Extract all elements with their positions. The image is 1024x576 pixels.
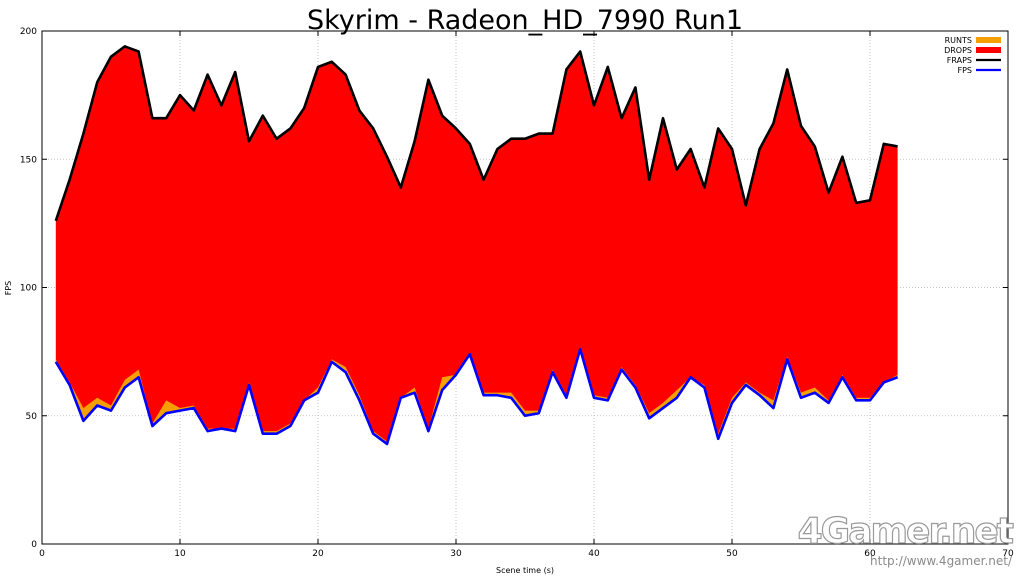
x-tick-label: 60: [864, 549, 876, 559]
x-tick-label: 30: [450, 549, 462, 559]
watermark-url: http://www.4gamer.net/: [870, 554, 1012, 568]
drops-area: [55, 46, 898, 444]
legend-label-fps: FPS: [957, 66, 972, 75]
x-tick-label: 10: [174, 549, 186, 559]
y-axis-label: FPS: [4, 281, 13, 296]
x-tick-label: 70: [1002, 549, 1014, 559]
x-tick-label: 40: [588, 549, 600, 559]
watermark: 4Gamer.net http://www.4gamer.net/: [797, 511, 1020, 574]
legend-label-runts: RUNTS: [945, 36, 972, 45]
x-axis-ticks: 0 10 20 30 40 50 60 70: [39, 31, 1014, 559]
plot-areas: [55, 46, 898, 444]
fraps-line: [54, 45, 898, 222]
legend-label-fraps: FRAPS: [947, 56, 972, 65]
legend-swatch-drops: [976, 47, 1001, 53]
x-tick-label: 0: [39, 549, 45, 559]
legend-swatch-runts: [976, 37, 1001, 43]
x-tick-label: 50: [726, 549, 738, 559]
y-axis-ticks: 0 50 100 150 200: [20, 27, 1008, 550]
y-tick-label: 200: [20, 27, 37, 37]
watermark-logo: 4Gamer.net: [797, 511, 1015, 552]
y-tick-label: 50: [26, 412, 38, 422]
plot-lines: [54, 45, 899, 446]
y-tick-label: 0: [31, 540, 37, 550]
fps-line: [54, 347, 899, 446]
x-tick-label: 20: [312, 549, 324, 559]
y-tick-label: 100: [20, 284, 37, 294]
y-tick-label: 150: [20, 155, 37, 165]
x-axis-label: Scene time (s): [496, 566, 554, 575]
legend-label-drops: DROPS: [944, 46, 972, 55]
